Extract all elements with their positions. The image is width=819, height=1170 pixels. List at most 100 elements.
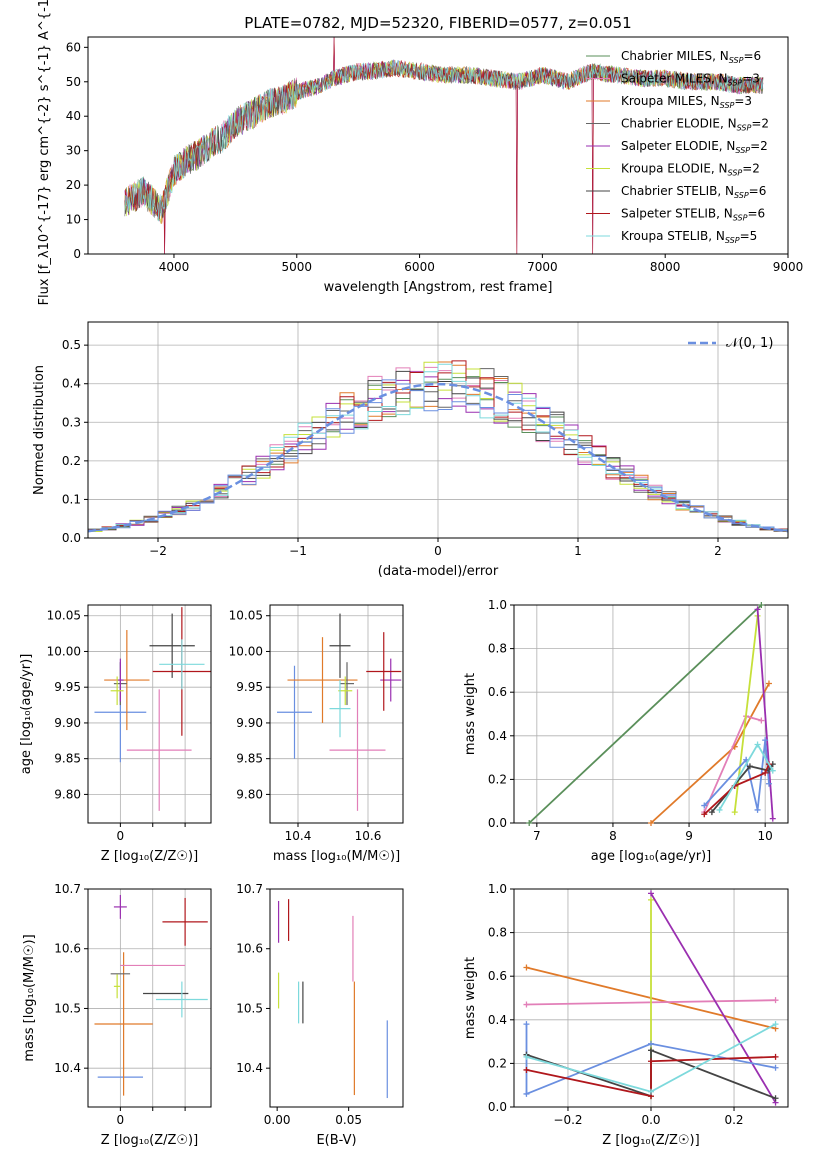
plot-area: [277, 899, 388, 1099]
y-tick-label: 9.90: [236, 716, 263, 730]
y-tick-label: 0.2: [62, 454, 81, 468]
panel-weight_vs_Z: −0.2 0.0 0.2 0.0 0.2 0.4 0.6 0.8 1.0 Z [log₁₀(Z/Z…: [463, 882, 789, 1148]
figure-title: PLATE=0782, MJD=52320, FIBERID=0577, z=0…: [244, 14, 631, 32]
x-tick-label: 7000: [527, 260, 558, 274]
y-axis-label: mass weight: [463, 673, 478, 755]
weight-marker: [648, 1047, 654, 1054]
y-tick-label: 20: [66, 178, 81, 192]
weight-marker: [746, 763, 753, 770]
panel-residuals: −2 −1 0 1 2 0.0 0.1 0.2 0.3 0.4 0.5 (data-model)/er…: [32, 321, 789, 579]
x-axis-label: age [log₁₀(age/yr)]: [591, 849, 712, 864]
weight-marker: [754, 606, 761, 613]
panel-spectrum: 4000 5000 6000 7000 8000 9000 0 10 20 30 40 50 60 wav…: [37, 0, 803, 305]
weight-marker: [762, 737, 769, 744]
axes-frame: [269, 604, 404, 824]
y-tick-label: 30: [66, 144, 81, 158]
x-tick-label: −1: [289, 544, 307, 558]
histogram-step: [88, 366, 788, 531]
weight-marker: [648, 890, 654, 897]
y-tick-label: 10.00: [47, 644, 81, 658]
weight-marker: [772, 1095, 779, 1102]
plot-area: [88, 360, 788, 533]
x-axis-label: E(B-V): [316, 1133, 356, 1148]
y-tick-label: 9.85: [54, 752, 81, 766]
axes-frame: [87, 888, 212, 1108]
y-tick-label: 10.05: [229, 609, 263, 623]
x-tick-label: 0.00: [264, 1113, 291, 1127]
x-tick-label: 0.2: [724, 1113, 743, 1127]
x-tick-label: 0: [117, 1113, 125, 1127]
weight-marker: [701, 811, 708, 818]
weight-marker: [754, 806, 761, 813]
x-tick-label: 0: [117, 829, 125, 843]
plot-area: [277, 613, 402, 811]
y-tick-label: 0.1: [62, 492, 81, 506]
y-tick-label: 0: [73, 247, 81, 261]
y-tick-label: 10.5: [54, 1001, 81, 1015]
y-tick-label: 10.4: [54, 1061, 81, 1075]
axes-frame: [87, 36, 789, 255]
x-tick-label: 7: [533, 829, 541, 843]
weight-marker: [648, 1058, 654, 1065]
legend-label: 𝒩(0, 1): [726, 336, 773, 351]
y-tick-label: 50: [66, 75, 81, 89]
panel-weight_vs_age: 7 8 9 10 0.0 0.2 0.4 0.6 0.8 1.0 age [log₁₀(age/yr…: [463, 598, 789, 864]
y-tick-label: 0.4: [488, 1013, 507, 1027]
spectrum-line: [124, 59, 764, 222]
y-tick-label: 10.00: [229, 644, 263, 658]
panel-mass_vs_ebv: 0.00 0.05 10.4 10.5 10.6 10.7 E(B-V): [236, 882, 404, 1148]
y-tick-label: 0.2: [488, 772, 507, 786]
weight-marker: [762, 769, 769, 776]
x-tick-label: 10.4: [285, 829, 312, 843]
y-tick-label: 10.6: [54, 942, 81, 956]
legend-label: Chabrier ELODIE, NSSP=2: [621, 117, 769, 133]
axes-frame: [87, 604, 212, 824]
weight-marker: [708, 809, 715, 816]
plot-area: [94, 607, 211, 811]
weight-marker: [769, 767, 776, 774]
weight-marker: [772, 997, 779, 1004]
x-tick-label: −2: [149, 544, 167, 558]
legend-label: Salpeter STELIB, NSSP=6: [621, 207, 765, 223]
x-tick-label: 0: [434, 544, 442, 558]
x-tick-label: 9000: [773, 260, 804, 274]
y-tick-label: 9.85: [236, 752, 263, 766]
weight-line: [528, 604, 763, 824]
legend-label: Salpeter ELODIE, NSSP=2: [621, 139, 768, 155]
y-tick-label: 10.5: [236, 1001, 263, 1015]
y-tick-label: 60: [66, 40, 81, 54]
plot-area: [124, 37, 764, 254]
weight-marker: [772, 1053, 779, 1060]
legend-label: Salpeter MILES, NSSP=3: [621, 72, 760, 88]
weight-marker: [648, 896, 654, 903]
y-axis-label: Normed distribution: [32, 365, 47, 495]
y-axis-label: mass [log₁₀(M/M☉)]: [22, 934, 37, 1061]
weight-line: [703, 763, 770, 815]
y-tick-label: 9.80: [54, 787, 81, 801]
legend-label: Kroupa STELIB, NSSP=5: [621, 229, 757, 245]
weight-line: [733, 615, 759, 813]
plot-area: [94, 894, 208, 1096]
legend-label: Chabrier STELIB, NSSP=6: [621, 184, 766, 200]
x-tick-label: 9: [685, 829, 693, 843]
x-axis-label: Z [log₁₀(Z/Z☉)]: [101, 849, 198, 864]
y-tick-label: 9.95: [236, 680, 263, 694]
y-tick-label: 10.7: [236, 882, 263, 896]
weight-marker: [765, 780, 772, 787]
x-axis-label: Z [log₁₀(Z/Z☉)]: [101, 1133, 198, 1148]
x-tick-label: −0.2: [553, 1113, 582, 1127]
x-axis-label: wavelength [Angstrom, rest frame]: [324, 280, 553, 295]
y-tick-label: 0.4: [62, 377, 81, 391]
y-axis-label: Flux [f_λ10^{-17} erg cm^{-2} s^{-1} A^{…: [37, 0, 52, 305]
y-tick-label: 0.8: [488, 642, 507, 656]
weight-marker: [523, 964, 530, 971]
y-tick-label: 10: [66, 213, 81, 227]
weight-marker: [523, 1021, 530, 1028]
y-tick-label: 1.0: [488, 882, 507, 896]
y-tick-label: 9.95: [54, 680, 81, 694]
weight-marker: [523, 1066, 530, 1073]
weight-marker: [772, 1021, 779, 1028]
weight-marker: [731, 809, 738, 816]
x-tick-label: 2: [714, 544, 722, 558]
